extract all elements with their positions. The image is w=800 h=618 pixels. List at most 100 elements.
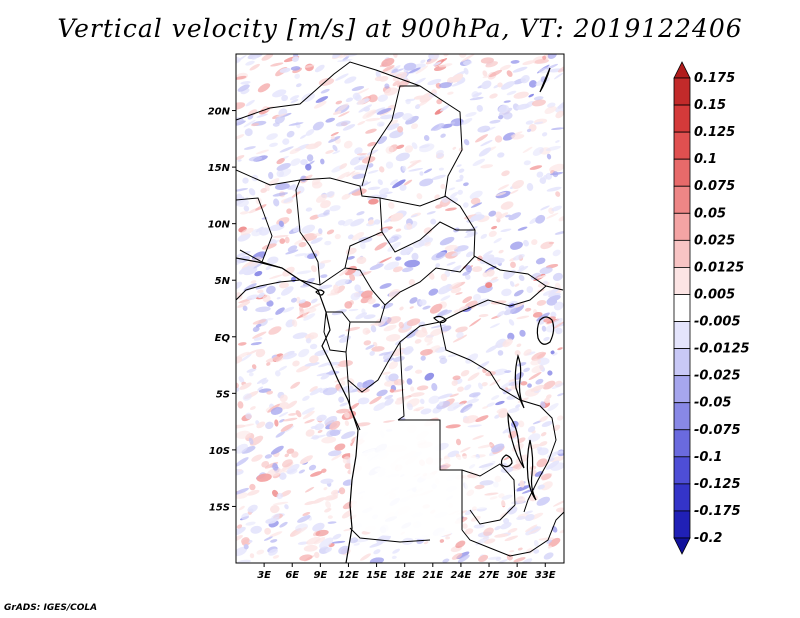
field-cell — [462, 415, 479, 424]
field-cell — [278, 411, 289, 418]
field-cell — [444, 244, 458, 251]
field-cell — [248, 156, 263, 162]
field-cell — [243, 283, 257, 292]
field-cell — [403, 179, 413, 186]
field-cell — [236, 193, 243, 201]
field-cell — [292, 56, 299, 62]
field-cell — [298, 299, 306, 304]
field-cell — [294, 253, 307, 257]
field-cell — [269, 142, 278, 147]
field-cell — [457, 554, 470, 563]
field-cell — [271, 513, 280, 520]
field-cell — [269, 274, 284, 280]
field-cell — [429, 303, 443, 314]
field-cell — [469, 190, 483, 200]
colorbar-level-label: -0.025 — [694, 369, 741, 384]
field-cell — [377, 94, 388, 102]
field-cell — [514, 185, 521, 189]
field-cell — [520, 74, 530, 84]
field-cell — [313, 100, 327, 109]
field-cell — [381, 57, 395, 67]
field-cell — [482, 250, 493, 257]
field-cell — [400, 246, 414, 256]
field-cell — [280, 490, 292, 497]
field-cell — [241, 537, 250, 545]
field-cell — [342, 124, 356, 131]
field-cell — [551, 127, 564, 130]
field-cell — [404, 365, 414, 372]
field-cell — [494, 135, 503, 143]
colorbar-swatch — [673, 321, 691, 349]
field-cell — [309, 387, 323, 396]
field-cell — [408, 168, 424, 172]
lat-tick-label: EQ — [215, 333, 231, 344]
field-cell — [252, 326, 260, 332]
field-cell — [236, 457, 249, 467]
field-cell — [498, 114, 504, 120]
field-cell — [236, 188, 248, 192]
field-cell — [361, 379, 375, 389]
field-cell — [243, 544, 249, 550]
field-cell — [305, 338, 312, 344]
field-cell — [279, 521, 288, 528]
field-cell — [463, 182, 469, 187]
field-cell — [548, 241, 555, 245]
field-cell — [412, 63, 426, 69]
field-cell — [320, 259, 332, 264]
field-cell — [526, 286, 534, 294]
field-cell — [553, 72, 564, 80]
field-cell — [452, 403, 465, 409]
field-cell — [528, 528, 541, 535]
field-cell — [438, 63, 453, 68]
field-cell — [295, 410, 302, 418]
field-cell — [379, 166, 385, 173]
field-cell — [449, 197, 459, 203]
colorbar-swatch — [673, 267, 691, 295]
field-cell — [513, 557, 526, 563]
field-cell — [357, 397, 370, 405]
field-cell — [299, 455, 313, 464]
field-cell — [339, 163, 348, 170]
field-cell — [344, 76, 357, 84]
field-cell — [365, 128, 377, 134]
field-cell — [477, 361, 490, 370]
field-cell — [472, 158, 486, 167]
field-cell — [510, 261, 516, 268]
field-cell — [290, 66, 301, 71]
field-cell — [536, 312, 550, 322]
field-cell — [255, 323, 262, 328]
field-cell — [301, 407, 315, 415]
field-cell — [379, 123, 384, 127]
field-cell — [325, 500, 332, 509]
field-cell — [543, 552, 554, 560]
lat-axis: 20N 15N 10N 5N EQ 5S 10S 15S — [208, 107, 236, 513]
field-cell — [437, 463, 451, 471]
colorbar-level-label: 0.075 — [694, 179, 735, 194]
field-cell — [441, 58, 448, 62]
field-cell — [536, 274, 547, 279]
field-cell — [533, 96, 544, 101]
field-cell — [366, 149, 379, 155]
field-cell — [500, 522, 512, 530]
field-cell — [392, 111, 404, 119]
field-cell — [286, 130, 295, 138]
field-cell — [455, 326, 468, 333]
field-cell — [495, 192, 507, 197]
field-cell — [390, 212, 404, 222]
field-cell — [238, 342, 247, 346]
field-cell — [312, 522, 325, 532]
colorbar-level-label: 0.025 — [694, 233, 735, 248]
field-cell — [515, 404, 521, 409]
field-cell — [517, 226, 528, 231]
field-cell — [388, 201, 395, 209]
field-cell — [326, 229, 335, 235]
field-cell — [541, 132, 548, 137]
field-cell — [266, 300, 274, 307]
field-cell — [478, 314, 489, 318]
field-cell — [483, 527, 494, 536]
field-cell — [475, 134, 488, 143]
field-cell — [349, 537, 359, 544]
field-cell — [263, 536, 273, 541]
field-cell — [272, 555, 280, 559]
field-cell — [542, 289, 555, 296]
